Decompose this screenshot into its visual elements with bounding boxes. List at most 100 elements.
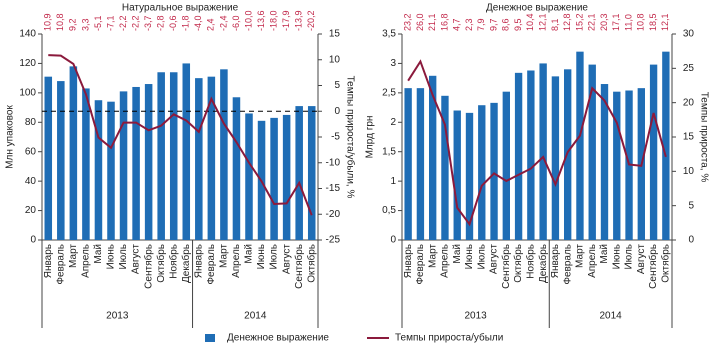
y2-tick-label: 5 <box>334 80 340 91</box>
bar <box>157 72 165 240</box>
value-label: -10,0 <box>243 10 253 31</box>
bar <box>662 51 670 241</box>
bar <box>600 84 609 241</box>
value-label: -0,6 <box>168 15 178 31</box>
x-tick-label: Март <box>219 244 230 268</box>
x-tick-label: Март <box>68 244 79 268</box>
bar <box>245 113 253 240</box>
bar <box>478 105 486 241</box>
value-label: 22,1 <box>587 13 597 31</box>
value-label: -5,1 <box>93 15 103 31</box>
value-label: 10,8 <box>636 13 646 31</box>
value-label: -6,0 <box>231 15 241 31</box>
y-tick-label: 1 <box>390 176 396 187</box>
bar <box>404 88 412 240</box>
x-tick-label: Февраль <box>206 244 217 285</box>
bar <box>94 100 103 240</box>
x-group-label: 2013 <box>465 311 488 322</box>
value-label: 12,8 <box>562 13 572 31</box>
x-tick-label: Август <box>131 244 142 275</box>
value-label: 20,3 <box>599 13 609 31</box>
y2-tick-label: 5 <box>688 200 694 211</box>
value-label: -2,8 <box>156 15 166 31</box>
x-tick-label: Июль <box>476 244 487 270</box>
y-axis-label: Млрд грн <box>365 116 376 159</box>
value-label: -20,2 <box>306 10 316 31</box>
bar <box>465 112 474 240</box>
y-tick-label: 1,5 <box>382 146 396 157</box>
y2-axis-label: Темпы прироста, % <box>698 92 709 183</box>
bar <box>613 91 621 241</box>
x-tick-label: Июль <box>118 244 129 270</box>
x-tick-label: Август <box>281 244 292 275</box>
y2-axis-label: Темпы прироста/убыли, % <box>344 76 356 199</box>
value-label: 15,2 <box>574 13 584 31</box>
y2-tick-label: -25 <box>326 235 341 246</box>
x-tick-label: Июль <box>624 244 635 270</box>
x-tick-label: Июнь <box>256 244 267 269</box>
x-tick-label: Ноябрь <box>167 244 179 279</box>
line <box>407 59 667 227</box>
value-label: -13,6 <box>256 10 266 31</box>
y-tick-label: 140 <box>19 29 36 40</box>
bar <box>649 64 658 240</box>
x-tick-label: Август <box>636 244 647 275</box>
x-tick-label: Январь <box>43 244 54 278</box>
y-tick-label: 120 <box>19 58 36 69</box>
bar <box>169 72 178 240</box>
x-tick-label: Май <box>93 244 104 264</box>
value-label: 3,3 <box>80 18 90 31</box>
y-tick-label: 40 <box>25 176 37 187</box>
value-label: 9,7 <box>488 18 498 31</box>
y-axis-label: Млн упаковок <box>5 105 16 169</box>
x-tick-label: Декабрь <box>180 244 192 283</box>
value-label: 7,9 <box>476 18 486 31</box>
bar <box>119 91 128 240</box>
bar <box>107 101 115 240</box>
x-tick-label: Сентябрь <box>500 244 512 289</box>
bar <box>453 110 461 240</box>
x-tick-label: Октябрь <box>660 244 672 283</box>
value-label: 10,8 <box>55 13 65 31</box>
x-tick-label: Май <box>452 244 463 264</box>
x-tick-label: Январь <box>550 244 561 278</box>
value-label: -2,2 <box>118 15 128 31</box>
y-tick-label: 20 <box>25 205 37 216</box>
bar <box>539 63 547 240</box>
value-label: 4,7 <box>452 18 462 31</box>
bar <box>132 86 140 240</box>
x-tick-label: Август <box>489 244 500 275</box>
x-tick-label: Сентябрь <box>142 244 154 289</box>
value-label: 9,5 <box>513 18 523 31</box>
bar <box>69 66 78 240</box>
y-tick-label: 3,5 <box>382 29 396 40</box>
bar <box>195 78 203 241</box>
x-tick-label: Февраль <box>415 244 426 285</box>
legend-label: Темпы прироста/убыли <box>395 332 503 344</box>
bar <box>307 106 316 240</box>
bar <box>514 72 523 241</box>
x-tick-label: Апрель <box>587 244 598 278</box>
bar <box>144 84 153 241</box>
bar <box>57 81 65 240</box>
y2-tick-label: 10 <box>329 54 341 65</box>
value-label: 8,1 <box>550 18 560 31</box>
x-tick-label: Апрель <box>440 244 451 278</box>
x-tick-label: Сентябрь <box>647 244 659 289</box>
x-tick-label: Январь <box>403 244 414 278</box>
x-tick-label: Апрель <box>81 244 92 278</box>
y-tick-label: 3 <box>390 58 396 69</box>
x-tick-label: Февраль <box>55 244 66 285</box>
y-tick-label: 60 <box>25 146 37 157</box>
x-group-label: 2014 <box>244 311 267 322</box>
value-label: 12,1 <box>660 13 670 31</box>
y2-tick-label: 20 <box>683 97 695 108</box>
y2-tick-label: -10 <box>326 157 341 168</box>
value-label: -4,0 <box>193 15 203 31</box>
bar <box>232 97 241 241</box>
bar <box>588 64 596 240</box>
bar <box>490 102 498 240</box>
value-label: 2,4 <box>206 18 216 31</box>
y2-tick-label: 0 <box>688 235 694 246</box>
value-label: -1,8 <box>181 15 191 31</box>
